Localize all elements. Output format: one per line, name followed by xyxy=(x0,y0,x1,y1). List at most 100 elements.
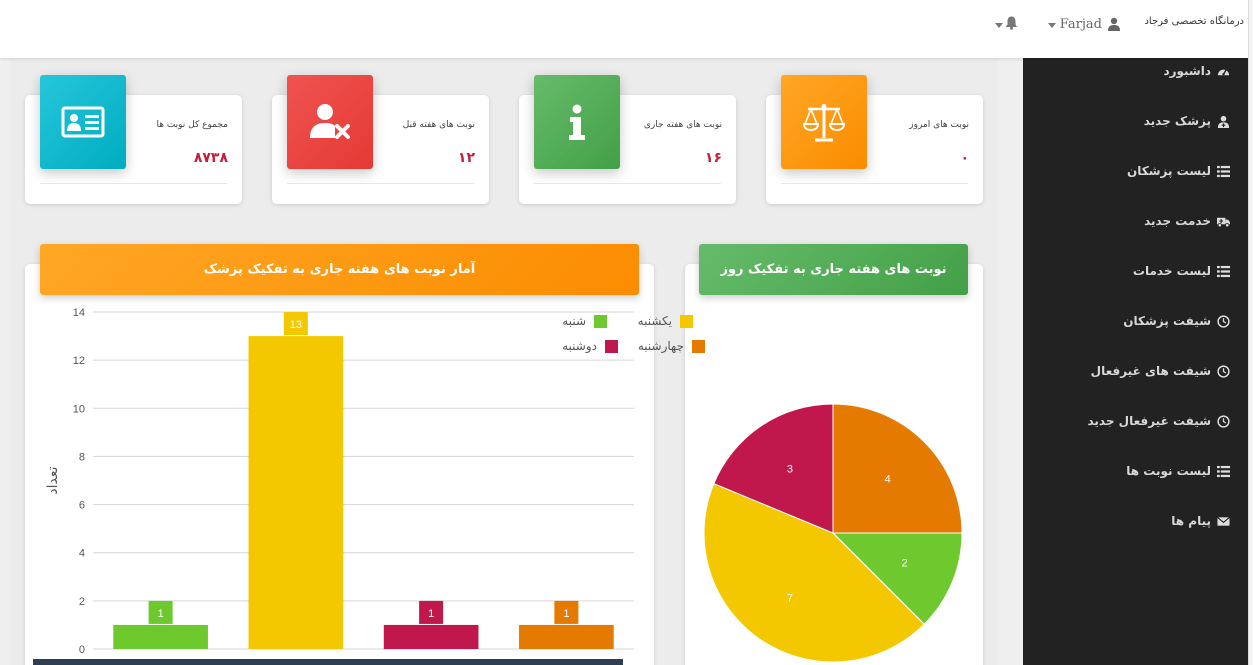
sidebar-item-services-list[interactable]: لیست خدمات xyxy=(1133,260,1230,282)
stat-card-last-week: نوبت های هفته قبل ۱۲ xyxy=(272,75,489,204)
y-axis-label: تعداد xyxy=(45,466,61,494)
envelope-icon xyxy=(1217,516,1230,526)
sidebar-item-doctor-shifts[interactable]: شیفت پزشکان xyxy=(1123,310,1230,332)
user-times-icon xyxy=(310,104,350,139)
legend-label: دوشنبه xyxy=(562,339,597,353)
card-divider xyxy=(40,183,227,184)
data-label: 13 xyxy=(290,319,302,331)
pie-slice[interactable] xyxy=(703,482,925,663)
sidebar-item-new-doctor[interactable]: پزشک جدید xyxy=(1144,110,1230,132)
page-scrollbar[interactable] xyxy=(1248,0,1253,665)
dashboard-icon xyxy=(1217,68,1230,75)
card-title: نوبت های هفته جاری xyxy=(643,120,722,130)
legend-label: یکشنبه xyxy=(637,314,672,328)
user-menu-button[interactable]: Farjad xyxy=(1059,17,1102,32)
legend-label: چهارشنبه xyxy=(637,339,684,353)
sidebar-item-dashboard[interactable]: داشبورد xyxy=(1163,60,1230,82)
y-tick-label: 2 xyxy=(79,596,85,608)
y-tick-label: 4 xyxy=(79,548,85,560)
clock-icon xyxy=(1217,364,1230,378)
pie-slice[interactable] xyxy=(831,532,963,625)
y-tick-label: 12 xyxy=(73,355,85,367)
pie-slice-label: 7 xyxy=(787,592,793,604)
data-label-box xyxy=(283,312,308,336)
card-value: ۸۷۳۸ xyxy=(193,150,228,166)
card-icon-box xyxy=(781,75,867,169)
bar-chart: 0 2 4 6 8 10 12 14 تعداد 1 13 1 1 xyxy=(45,307,634,656)
card-icon-box xyxy=(534,75,620,169)
legend-label: شنبه xyxy=(562,314,586,328)
legend-swatch xyxy=(680,314,693,328)
sidebar-item-new-inactive-shift[interactable]: شیفت غیرفعال جدید xyxy=(1087,410,1230,432)
sidebar-item-label: خدمت جدید xyxy=(1144,214,1211,228)
pie-chart: 4 2 7 3 xyxy=(703,403,963,663)
card-value: ۰ xyxy=(960,150,969,166)
bar[interactable] xyxy=(519,624,614,649)
card-value: ۱۶ xyxy=(704,150,722,166)
legend-item[interactable]: یکشنبه xyxy=(638,314,693,328)
legend-item[interactable]: شنبه xyxy=(562,314,607,328)
legend-item[interactable]: چهارشنبه xyxy=(638,339,705,353)
sidebar-item-label: لیست نوبت ها xyxy=(1126,464,1211,478)
y-tick-label: 14 xyxy=(73,307,85,319)
sidebar-item-doctors-list[interactable]: لیست پزشکان xyxy=(1127,160,1230,182)
sidebar-item-messages[interactable]: پیام ها xyxy=(1171,510,1230,532)
card-title: مجموع کل نوبت ها xyxy=(156,120,228,130)
sidebar-item-label: شیفت های غیرفعال xyxy=(1090,364,1211,378)
pie-chart-title-text: نوبت های هفته جاری به تفکیک روز xyxy=(720,262,947,277)
list-icon xyxy=(1217,465,1230,477)
y-tick-label: 6 xyxy=(79,500,85,512)
pie-slice-label: 2 xyxy=(901,558,907,570)
bar[interactable] xyxy=(113,624,208,649)
id-card-icon xyxy=(61,106,105,138)
sidebar-item-inactive-shifts[interactable]: شیفت های غیرفعال xyxy=(1091,360,1230,382)
bell-icon[interactable] xyxy=(1005,16,1018,30)
pie-chart-title: نوبت های هفته جاری به تفکیک روز xyxy=(699,244,968,295)
bar-chart-title-text: آمار نوبت های هفته جاری به تفکیک پزشک xyxy=(203,262,476,277)
data-label: 1 xyxy=(563,608,569,620)
legend-swatch xyxy=(692,339,705,353)
stat-card-today: نوبت های امروز ۰ xyxy=(766,75,983,204)
bar[interactable] xyxy=(383,624,479,649)
clock-icon xyxy=(1217,314,1230,328)
card-icon-box xyxy=(40,75,126,169)
sidebar-item-label: پزشک جدید xyxy=(1143,114,1211,128)
pie-slice[interactable] xyxy=(832,403,963,534)
data-label: 1 xyxy=(158,608,164,620)
list-icon xyxy=(1217,165,1230,177)
data-label-box xyxy=(554,600,579,624)
stat-card-total: مجموع کل نوبت ها ۸۷۳۸ xyxy=(25,75,242,204)
info-icon xyxy=(569,104,585,140)
legend-item[interactable]: دوشنبه xyxy=(562,339,618,353)
y-tick-label: 10 xyxy=(73,403,85,415)
caret-down-icon[interactable] xyxy=(1048,23,1056,28)
card-icon-box xyxy=(287,75,373,169)
user-md-icon xyxy=(1217,115,1230,128)
card-value: ۱۲ xyxy=(457,150,475,166)
y-tick-label: 8 xyxy=(79,451,85,463)
clock-icon xyxy=(1217,414,1230,428)
legend-swatch xyxy=(594,314,607,328)
main-content: مجموع کل نوبت ها ۸۷۳۸ نوبت های هفته قبل … xyxy=(0,58,1023,665)
notification-caret-icon[interactable] xyxy=(995,23,1003,28)
sidebar-item-new-service[interactable]: خدمت جدید xyxy=(1144,210,1230,232)
card-title: نوبت های هفته قبل xyxy=(402,120,475,130)
sidebar-item-label: لیست پزشکان xyxy=(1127,164,1211,178)
sidebar-item-label: شیفت غیرفعال جدید xyxy=(1087,414,1211,428)
bar[interactable] xyxy=(248,336,344,649)
pie-slice-label: 3 xyxy=(787,464,793,476)
pie-slice-label: 4 xyxy=(885,473,891,485)
bottom-scrollbar[interactable] xyxy=(33,659,623,665)
bar-chart-title: آمار نوبت های هفته جاری به تفکیک پزشک xyxy=(40,244,639,295)
user-icon xyxy=(1108,17,1120,31)
sidebar-item-label: شیفت پزشکان xyxy=(1123,314,1211,328)
data-label-box xyxy=(148,600,173,624)
data-label: 1 xyxy=(428,608,434,620)
legend-swatch xyxy=(605,339,618,353)
balance-scale-icon xyxy=(802,104,846,142)
sidebar-item-label: لیست خدمات xyxy=(1132,264,1211,278)
card-divider xyxy=(534,183,721,184)
sidebar-item-appointments-list[interactable]: لیست نوبت ها xyxy=(1126,460,1230,482)
pie-slice[interactable] xyxy=(713,403,834,534)
card-title: نوبت های امروز xyxy=(909,120,969,130)
